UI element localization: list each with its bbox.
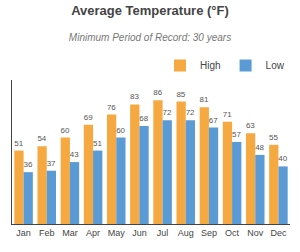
svg-text:Dec: Dec bbox=[270, 228, 287, 238]
svg-text:Mar: Mar bbox=[62, 228, 78, 238]
svg-text:37: 37 bbox=[47, 159, 56, 168]
svg-text:55: 55 bbox=[269, 133, 278, 142]
svg-text:57: 57 bbox=[232, 130, 241, 139]
svg-text:Apr: Apr bbox=[86, 228, 100, 238]
svg-text:85: 85 bbox=[176, 90, 185, 99]
svg-text:Oct: Oct bbox=[225, 228, 240, 238]
svg-text:71: 71 bbox=[223, 110, 232, 119]
svg-text:51: 51 bbox=[93, 139, 102, 148]
svg-text:Minimum Period of Record: 30 y: Minimum Period of Record: 30 years bbox=[69, 32, 231, 43]
svg-text:Low: Low bbox=[266, 60, 285, 71]
svg-text:86: 86 bbox=[153, 88, 162, 97]
svg-text:72: 72 bbox=[162, 108, 171, 117]
svg-text:Nov: Nov bbox=[247, 228, 264, 238]
svg-text:Sep: Sep bbox=[201, 228, 217, 238]
svg-text:69: 69 bbox=[84, 113, 93, 122]
svg-text:60: 60 bbox=[61, 126, 70, 135]
svg-text:Jul: Jul bbox=[157, 228, 169, 238]
svg-text:63: 63 bbox=[246, 121, 255, 130]
svg-text:Feb: Feb bbox=[39, 228, 55, 238]
svg-text:51: 51 bbox=[14, 139, 23, 148]
svg-text:48: 48 bbox=[255, 143, 264, 152]
svg-text:High: High bbox=[200, 60, 221, 71]
svg-text:Aug: Aug bbox=[178, 228, 194, 238]
svg-text:43: 43 bbox=[70, 150, 79, 159]
svg-text:May: May bbox=[108, 228, 126, 238]
svg-text:Jan: Jan bbox=[16, 228, 31, 238]
svg-text:54: 54 bbox=[37, 134, 46, 143]
svg-text:60: 60 bbox=[116, 126, 125, 135]
svg-text:68: 68 bbox=[139, 114, 148, 123]
svg-text:36: 36 bbox=[23, 160, 32, 169]
svg-text:Jun: Jun bbox=[132, 228, 147, 238]
svg-text:72: 72 bbox=[186, 108, 195, 117]
svg-text:76: 76 bbox=[107, 103, 116, 112]
svg-text:81: 81 bbox=[200, 95, 209, 104]
svg-text:Average Temperature (°F): Average Temperature (°F) bbox=[71, 3, 229, 18]
svg-text:67: 67 bbox=[209, 116, 218, 125]
svg-text:83: 83 bbox=[130, 92, 139, 101]
svg-text:40: 40 bbox=[278, 154, 287, 163]
